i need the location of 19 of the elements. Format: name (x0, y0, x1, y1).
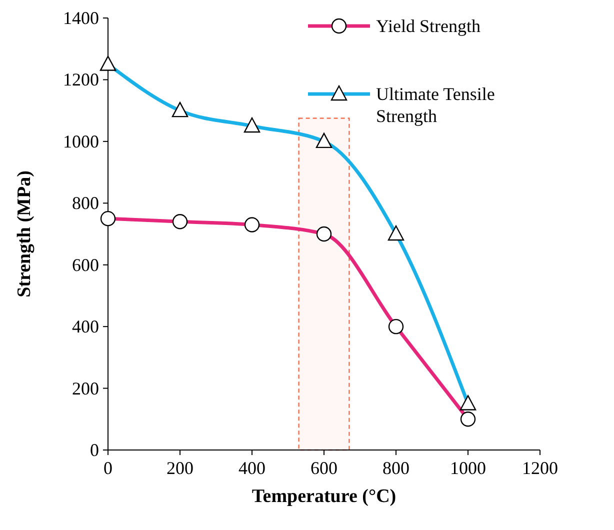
x-tick-label: 1000 (450, 458, 486, 478)
y-tick-label: 1200 (63, 70, 99, 90)
y-tick-label: 400 (72, 316, 99, 337)
x-tick-label: 400 (238, 458, 266, 478)
y-tick-label: 800 (72, 193, 99, 214)
legend-label: Yield Strength (376, 16, 480, 36)
y-axis-title: Strength (MPa) (14, 170, 35, 298)
y-tick-label: 1000 (63, 131, 99, 152)
x-axis-title: Temperature (°C) (252, 486, 396, 507)
y-tick-label: 600 (72, 254, 99, 275)
legend-label: Ultimate Tensile Strength (376, 84, 495, 126)
y-tick-label: 200 (72, 378, 99, 398)
x-tick-label: 200 (166, 458, 194, 478)
x-tick-label: 600 (310, 458, 338, 478)
x-tick-label: 0 (104, 458, 112, 478)
y-tick-label: 0 (90, 440, 99, 460)
x-tick-label: 800 (382, 458, 410, 478)
x-tick-label: 1200 (522, 458, 558, 478)
y-tick-label: 1400 (63, 8, 99, 28)
